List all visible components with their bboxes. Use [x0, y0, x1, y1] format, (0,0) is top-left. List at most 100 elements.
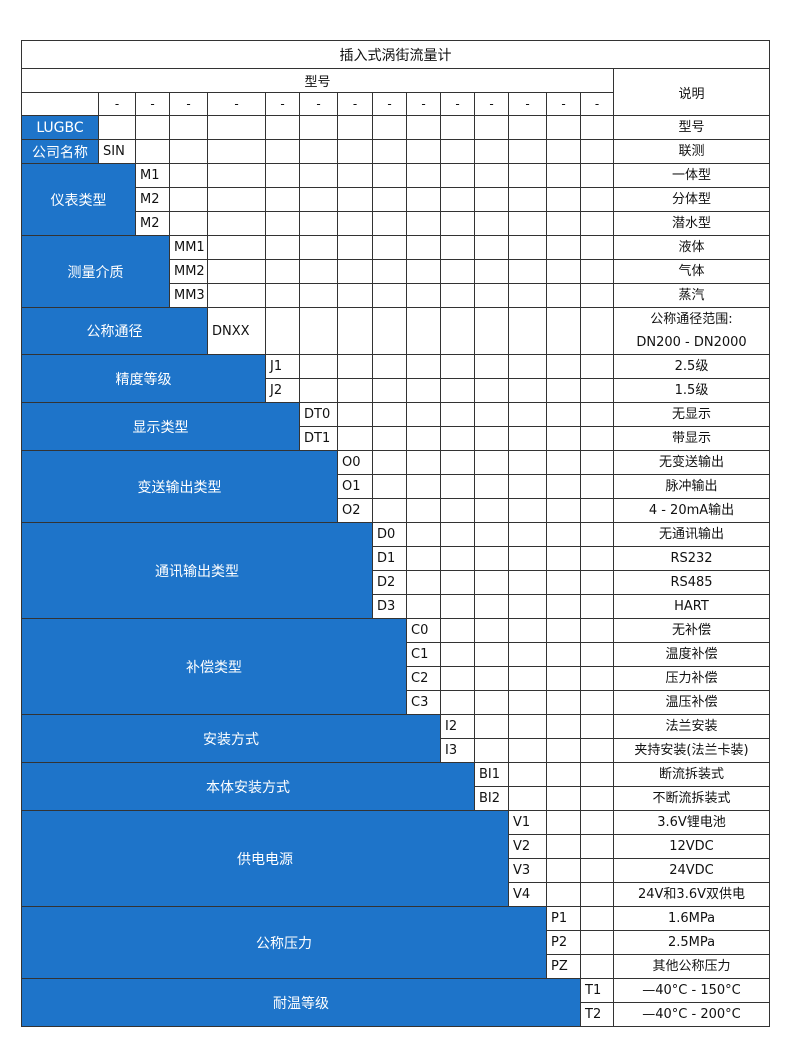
description-text: —40°C - 200°C: [642, 1007, 741, 1023]
empty-cell: [135, 115, 170, 141]
empty-cell: [474, 283, 509, 309]
empty-cell: [440, 402, 475, 428]
empty-cell: [474, 307, 509, 356]
description-cell: 公称通径范围: DN200 - DN2000: [613, 307, 770, 356]
empty-cell: [265, 259, 300, 285]
code-cell: DT0: [299, 402, 338, 428]
code-cell: MM3: [169, 283, 208, 309]
empty-cell: [546, 259, 581, 285]
empty-cell: [508, 666, 547, 692]
description-text: 脉冲输出: [665, 479, 718, 495]
table-row: C1 温度补偿: [22, 642, 770, 668]
empty-cell: [580, 426, 614, 452]
category-label: LUGBC: [21, 115, 99, 141]
description-text: 夹持安装(法兰卡装): [634, 743, 749, 759]
empty-cell: [265, 283, 300, 309]
empty-cell: [580, 498, 614, 524]
description-cell: RS232: [613, 546, 770, 572]
empty-cell: [546, 786, 581, 812]
empty-cell: [440, 163, 475, 189]
dash-cell: -: [406, 91, 441, 117]
code-cell: T1: [580, 978, 614, 1004]
description-text: DN200 - DN2000: [636, 335, 747, 351]
description-header: 说明: [613, 67, 770, 117]
empty-cell: [508, 690, 547, 716]
empty-cell: [406, 307, 441, 356]
description-text: 2.5MPa: [667, 935, 716, 951]
table-row: D2 RS485: [22, 570, 770, 596]
dash-cell: -: [372, 91, 407, 117]
category-label: 耐温等级: [21, 978, 581, 1028]
empty-cell: [580, 618, 614, 644]
category-label: 本体安装方式: [21, 762, 475, 812]
dash-cell: -: [546, 91, 581, 117]
description-text: 温压补偿: [665, 695, 718, 711]
description-text: 2.5级: [674, 359, 709, 375]
description-text: 24V和3.6V双供电: [637, 887, 745, 903]
table-row: DT1 带显示: [22, 426, 770, 452]
empty-cell: [337, 139, 373, 165]
empty-cell: [508, 354, 547, 380]
empty-cell: [265, 307, 300, 356]
dash-cell: -: [265, 91, 300, 117]
empty-cell: [546, 426, 581, 452]
empty-cell: [580, 187, 614, 213]
empty-cell: [440, 522, 475, 548]
empty-cell: [406, 163, 441, 189]
empty-cell: [299, 259, 338, 285]
empty-cell: [508, 546, 547, 572]
empty-cell: [207, 211, 266, 237]
table-row: 本体安装方式 BI1 断流拆装式: [21, 762, 770, 812]
description-cell: 其他公称压力: [613, 954, 770, 980]
empty-cell: [372, 187, 407, 213]
category-label: 公称压力: [21, 906, 547, 980]
dash-cell: -: [337, 91, 373, 117]
table-row: T2 —40°C - 200°C: [22, 1002, 770, 1028]
description-cell: RS485: [613, 570, 770, 596]
description-cell: 24V和3.6V双供电: [613, 882, 770, 908]
empty-cell: [474, 235, 509, 261]
empty-cell: [265, 163, 300, 189]
description-cell: 一体型: [613, 163, 770, 189]
code-cell: PZ: [546, 954, 581, 980]
empty-cell: [508, 642, 547, 668]
description-text: 4 - 20mA输出: [648, 503, 735, 519]
table-row: 公称压力 P1 1.6MPa: [21, 906, 770, 980]
description-cell: 压力补偿: [613, 666, 770, 692]
empty-cell: [546, 762, 581, 788]
empty-cell: [580, 163, 614, 189]
description-text: 公称通径范围:: [650, 312, 733, 328]
description-text: 法兰安装: [665, 719, 718, 735]
empty-cell: [546, 139, 581, 165]
description-cell: 蒸汽: [613, 283, 770, 309]
empty-cell: [406, 139, 441, 165]
empty-cell: [474, 426, 509, 452]
code-cell: C2: [406, 666, 441, 692]
table-row: V3 24VDC: [22, 858, 770, 884]
empty-cell: [546, 618, 581, 644]
empty-cell: [406, 187, 441, 213]
empty-cell: [580, 666, 614, 692]
empty-cell: [372, 235, 407, 261]
code-cell: D2: [372, 570, 407, 596]
dash-cell: -: [207, 91, 266, 117]
description-text: 不断流拆装式: [652, 791, 731, 807]
empty-cell: [474, 187, 509, 213]
title-row: 插入式涡街流量计: [21, 40, 770, 69]
empty-cell: [440, 139, 475, 165]
empty-cell: [337, 259, 373, 285]
empty-cell: [406, 283, 441, 309]
empty-cell: [546, 738, 581, 764]
table-row: 仪表类型 M1 一体型: [21, 163, 770, 237]
description-text: —40°C - 150°C: [642, 983, 741, 999]
empty-cell: [135, 139, 170, 165]
empty-cell: [580, 402, 614, 428]
description-text: 分体型: [671, 192, 711, 208]
empty-cell: [474, 666, 509, 692]
table-row: LUGBC 型号: [21, 115, 770, 141]
empty-cell: [440, 354, 475, 380]
description-text: 无变送输出: [658, 455, 724, 471]
description-cell: 脉冲输出: [613, 474, 770, 500]
empty-cell: [337, 163, 373, 189]
empty-cell: [265, 187, 300, 213]
